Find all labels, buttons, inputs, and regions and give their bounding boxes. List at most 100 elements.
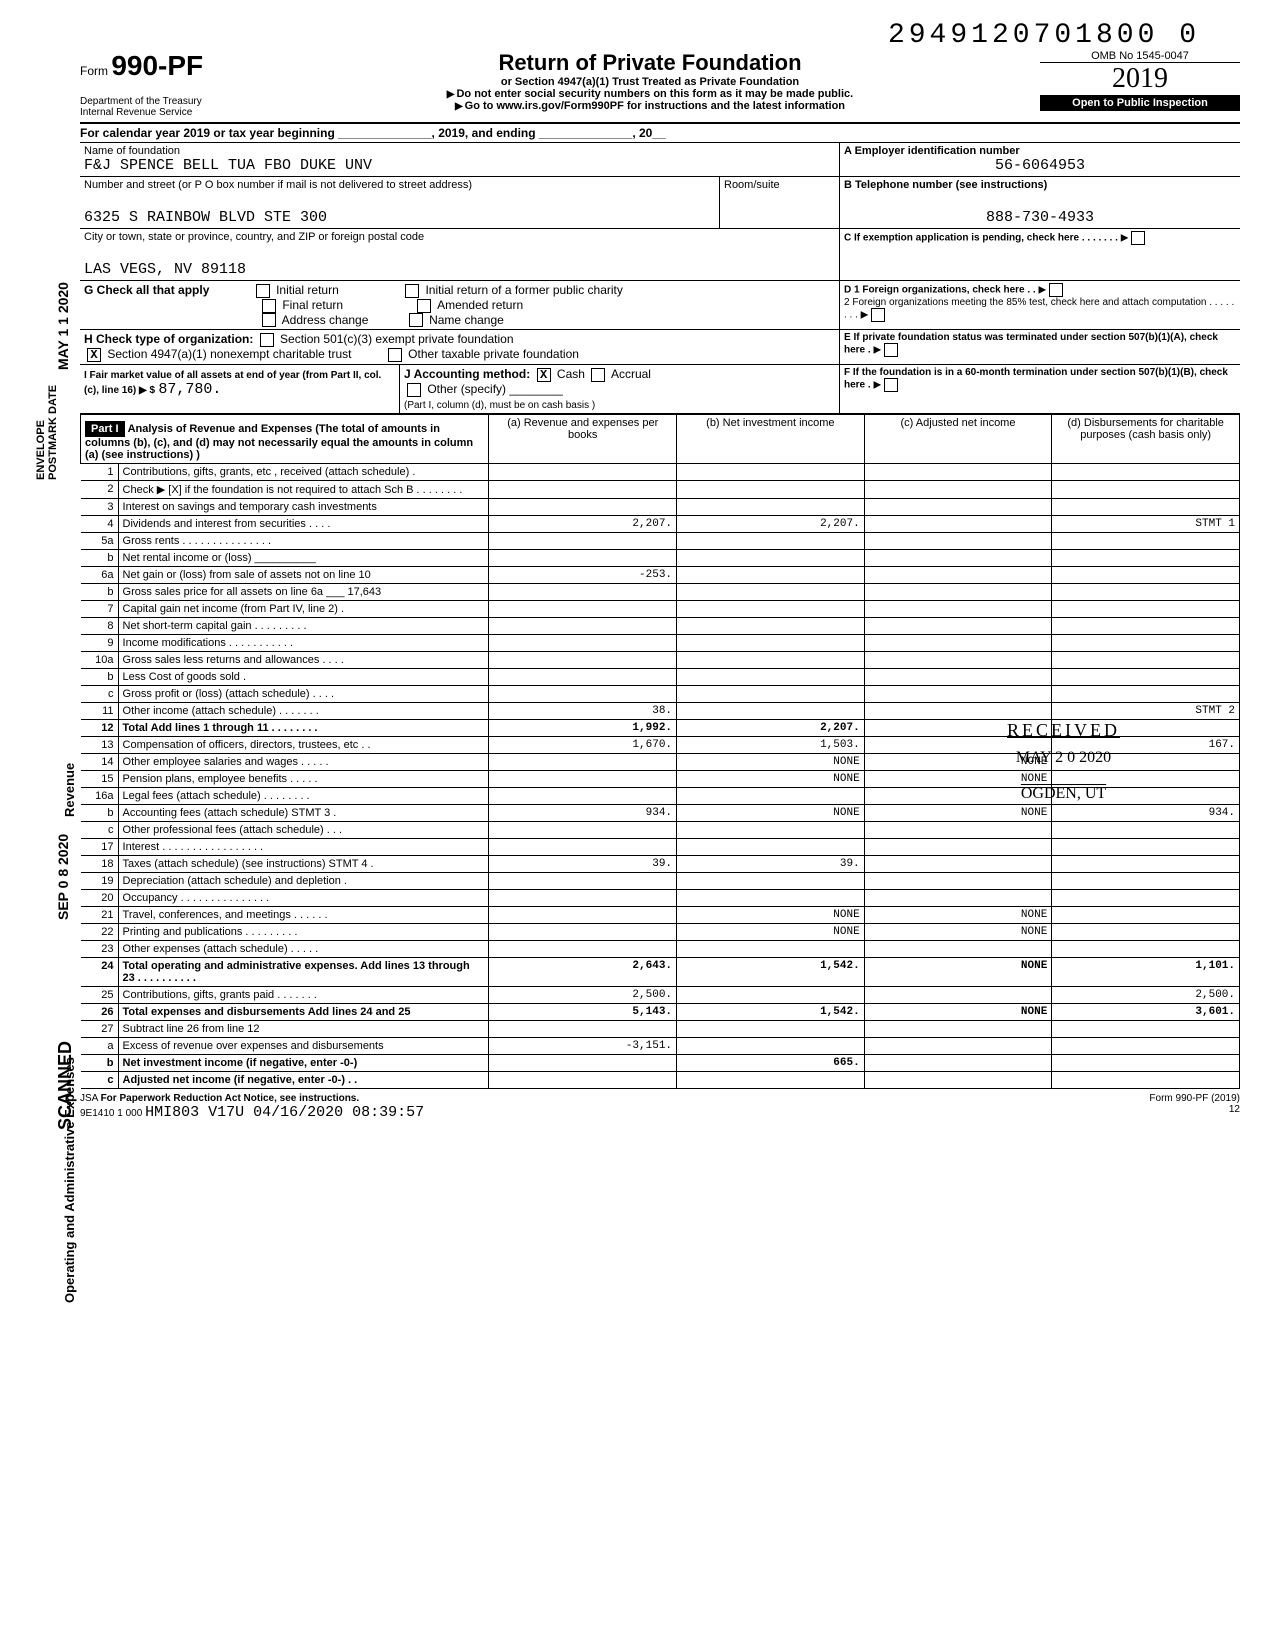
phone-cell: B Telephone number (see instructions) 88…	[840, 177, 1240, 228]
street-address: 6325 S RAINBOW BLVD STE 300	[84, 209, 715, 226]
g-opt-0: Initial return	[276, 283, 339, 297]
e-check[interactable]	[884, 343, 898, 357]
box-e: E If private foundation status was termi…	[840, 330, 1240, 364]
amount-cell	[864, 463, 1052, 480]
d1-check[interactable]	[1049, 283, 1063, 297]
line-label: Excess of revenue over expenses and disb…	[118, 1037, 489, 1054]
amount-cell	[677, 600, 865, 617]
box-f: F If the foundation is in a 60-month ter…	[840, 365, 1240, 413]
amount-cell	[864, 940, 1052, 957]
table-row: 8Net short-term capital gain . . . . . .…	[81, 617, 1240, 634]
amount-cell	[1052, 1020, 1240, 1037]
line-number: b	[81, 549, 119, 566]
line-label: Taxes (attach schedule) (see instruction…	[118, 855, 489, 872]
g-name-check[interactable]	[409, 313, 423, 327]
table-row: bNet investment income (if negative, ent…	[81, 1054, 1240, 1071]
box-c-check[interactable]	[1131, 231, 1145, 245]
name-label: Name of foundation	[84, 145, 835, 157]
amount-cell	[864, 600, 1052, 617]
table-row: bAccounting fees (attach schedule) STMT …	[81, 804, 1240, 821]
name-cell: Name of foundation F&J SPENCE BELL TUA F…	[80, 143, 840, 176]
line-label: Total Add lines 1 through 11 . . . . . .…	[118, 719, 489, 736]
j-other-check[interactable]	[407, 383, 421, 397]
g-opt-3: Initial return of a former public charit…	[425, 283, 622, 297]
d2-text: 2 Foreign organizations meeting the 85% …	[844, 297, 1234, 321]
box-h: H Check type of organization: Section 50…	[80, 330, 840, 364]
amount-cell: 1,670.	[489, 736, 677, 753]
amount-cell	[677, 617, 865, 634]
line-label: Net short-term capital gain . . . . . . …	[118, 617, 489, 634]
amount-cell	[677, 583, 865, 600]
table-row: bNet rental income or (loss) __________	[81, 549, 1240, 566]
line-number: 22	[81, 923, 119, 940]
h-other-check[interactable]	[388, 348, 402, 362]
h-4947-check[interactable]	[87, 348, 101, 362]
e-text: E If private foundation status was termi…	[844, 332, 1218, 356]
table-row: cOther professional fees (attach schedul…	[81, 821, 1240, 838]
amount-cell	[864, 872, 1052, 889]
amount-cell	[1052, 651, 1240, 668]
line-label: Total operating and administrative expen…	[118, 957, 489, 986]
part1-header-row: Part I Analysis of Revenue and Expenses …	[81, 414, 1240, 463]
amount-cell	[489, 1020, 677, 1037]
amount-cell	[864, 986, 1052, 1003]
amount-cell	[1052, 838, 1240, 855]
box-c-text: C If exemption application is pending, c…	[844, 233, 1118, 244]
amount-cell	[1052, 566, 1240, 583]
amount-cell: NONE	[864, 1003, 1052, 1020]
j-accrual-check[interactable]	[591, 368, 605, 382]
line-label: Check ▶ [X] if the foundation is not req…	[118, 480, 489, 498]
i-value: 87,780.	[158, 381, 221, 398]
amount-cell: 1,542.	[677, 957, 865, 986]
ij-f-row: I Fair market value of all assets at end…	[80, 365, 1240, 414]
amount-cell	[864, 1071, 1052, 1088]
g-former-check[interactable]	[405, 284, 419, 298]
amount-cell	[864, 668, 1052, 685]
g-initial-check[interactable]	[256, 284, 270, 298]
table-row: 27Subtract line 26 from line 12	[81, 1020, 1240, 1037]
amount-cell	[677, 838, 865, 855]
g-addr-check[interactable]	[262, 313, 276, 327]
table-row: 19Depreciation (attach schedule) and dep…	[81, 872, 1240, 889]
amount-cell	[1052, 1054, 1240, 1071]
amount-cell: 1,101.	[1052, 957, 1240, 986]
d2-check[interactable]	[871, 308, 885, 322]
amount-cell	[1052, 600, 1240, 617]
amount-cell: -3,151.	[489, 1037, 677, 1054]
amount-cell	[864, 566, 1052, 583]
table-row: 7Capital gain net income (from Part IV, …	[81, 600, 1240, 617]
amount-cell	[1052, 685, 1240, 702]
g-d-row: G Check all that apply Initial return In…	[80, 281, 1240, 330]
amount-cell: 5,143.	[489, 1003, 677, 1020]
phone-value: 888-730-4933	[844, 209, 1236, 226]
g-amended-check[interactable]	[417, 299, 431, 313]
table-row: cAdjusted net income (if negative, enter…	[81, 1071, 1240, 1088]
amount-cell: NONE	[864, 906, 1052, 923]
amount-cell	[864, 889, 1052, 906]
line-label: Total expenses and disbursements Add lin…	[118, 1003, 489, 1020]
amount-cell: 665.	[677, 1054, 865, 1071]
line-label: Adjusted net income (if negative, enter …	[118, 1071, 489, 1088]
part1-title: Analysis of Revenue and Expenses (The to…	[85, 423, 473, 461]
line-number: 18	[81, 855, 119, 872]
amount-cell	[864, 1037, 1052, 1054]
line-number: 1	[81, 463, 119, 480]
col-a-header: (a) Revenue and expenses per books	[489, 414, 677, 463]
amount-cell	[864, 838, 1052, 855]
f-check[interactable]	[884, 378, 898, 392]
j-note: (Part I, column (d), must be on cash bas…	[404, 400, 595, 411]
amount-cell	[489, 940, 677, 957]
j-cash-check[interactable]	[537, 368, 551, 382]
amount-cell	[1052, 906, 1240, 923]
revenue-side-label: Revenue	[62, 640, 77, 940]
tax-year: 2019	[1040, 63, 1240, 95]
line-number: b	[81, 1054, 119, 1071]
g-final-check[interactable]	[262, 299, 276, 313]
form-header: Form 990-PF Department of the Treasury I…	[80, 50, 1240, 124]
received-word: RECEIVED	[1007, 720, 1120, 741]
line-label: Income modifications . . . . . . . . . .…	[118, 634, 489, 651]
line-label: Interest on savings and temporary cash i…	[118, 498, 489, 515]
amount-cell	[677, 463, 865, 480]
line-label: Other professional fees (attach schedule…	[118, 821, 489, 838]
h-501c3-check[interactable]	[260, 333, 274, 347]
